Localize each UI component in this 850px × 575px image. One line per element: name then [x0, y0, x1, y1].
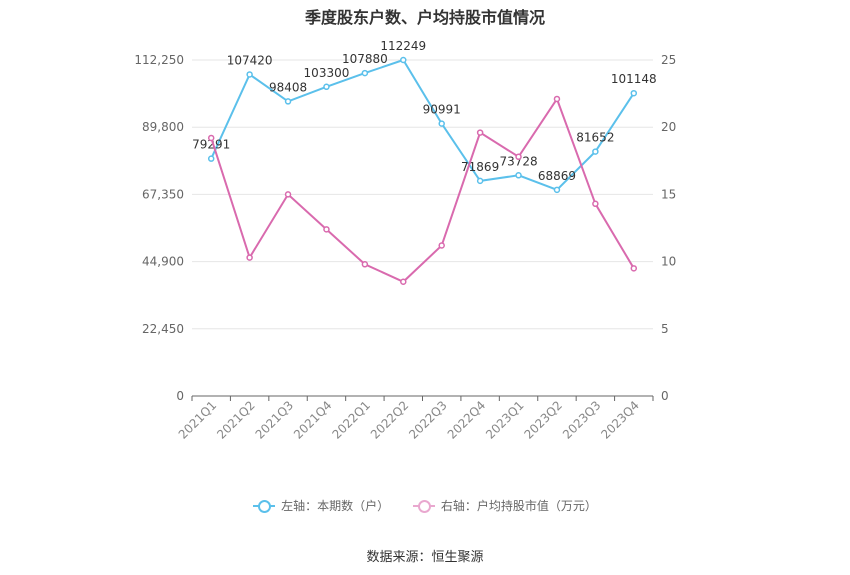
- series-line-right: [210, 96, 635, 283]
- series-line-left: [210, 58, 635, 192]
- left-axis-tick-label: 89,800: [142, 120, 184, 134]
- data-point-right: [323, 226, 330, 233]
- data-point-left: [323, 83, 330, 91]
- data-label: 103300: [304, 66, 350, 80]
- data-point-left: [438, 120, 445, 127]
- data-point-right: [246, 254, 253, 261]
- right-axis-tick-label: 25: [661, 53, 676, 67]
- data-point-left: [284, 98, 292, 105]
- data-point-right: [438, 242, 445, 249]
- left-axis-tick-label: 22,450: [142, 322, 184, 336]
- x-axis-tick-label: 2023Q2: [522, 398, 566, 442]
- data-label: 79291: [192, 138, 230, 152]
- x-axis-tick-label: 2022Q3: [406, 398, 450, 442]
- x-axis-tick-label: 2021Q4: [291, 398, 335, 442]
- data-label: 101148: [611, 72, 657, 86]
- data-point-left: [515, 172, 522, 179]
- data-point-right: [207, 134, 215, 142]
- x-axis-tick-label: 2021Q1: [176, 398, 220, 442]
- legend: 左轴：本期数（户） 右轴：户均持股市值（万元）: [0, 497, 850, 515]
- legend-label-right: 右轴：户均持股市值（万元）: [440, 499, 597, 513]
- legend-label-left: 左轴：本期数（户）: [281, 499, 390, 513]
- left-axis-tick-label: 44,900: [142, 255, 184, 269]
- data-point-right: [592, 200, 599, 208]
- right-axis-tick-label: 5: [661, 322, 669, 336]
- legend-item-right-series[interactable]: 右轴：户均持股市值（万元）: [412, 497, 597, 514]
- x-axis-tick-label: 2023Q4: [598, 398, 642, 442]
- left-axis-tick-label: 112,250: [134, 53, 184, 67]
- data-point-left: [246, 71, 253, 78]
- left-axis-tick-label: 67,350: [142, 187, 184, 201]
- right-axis-tick-label: 10: [661, 255, 676, 269]
- legend-marker-right-icon: [412, 499, 435, 513]
- legend-item-left-series[interactable]: 左轴：本期数（户）: [253, 497, 389, 514]
- data-point-right: [400, 278, 407, 286]
- data-label: 68869: [538, 169, 576, 183]
- data-point-left: [553, 186, 561, 194]
- left-axis-tick-label: 0: [176, 389, 184, 403]
- data-point-right: [553, 95, 561, 103]
- x-axis-tick-label: 2022Q1: [329, 398, 373, 442]
- data-label: 112249: [380, 39, 426, 53]
- data-point-right: [361, 261, 369, 268]
- data-point-right: [515, 153, 522, 161]
- right-axis-tick-label: 0: [661, 389, 669, 403]
- right-axis-tick-label: 15: [661, 187, 676, 201]
- data-label: 107420: [227, 53, 273, 67]
- x-axis-tick-label: 2023Q3: [560, 398, 604, 442]
- data-source: 数据来源：恒生聚源: [366, 550, 484, 565]
- data-point-left: [207, 155, 215, 162]
- data-point-right: [476, 129, 484, 136]
- data-point-left: [476, 177, 484, 185]
- data-label: 98408: [269, 80, 307, 94]
- x-axis-tick-label: 2021Q2: [214, 398, 258, 442]
- data-point-left: [592, 148, 599, 155]
- x-axis-tick-label: 2021Q3: [253, 398, 297, 442]
- data-point-left: [630, 89, 638, 97]
- data-point-right: [630, 265, 638, 272]
- data-point-left: [361, 69, 369, 77]
- x-axis-tick-label: 2022Q2: [368, 398, 412, 442]
- x-axis-tick-label: 2022Q4: [445, 398, 489, 442]
- data-label: 81652: [576, 131, 614, 145]
- legend-marker-left-icon: [253, 499, 276, 513]
- x-axis-tick-label: 2023Q1: [483, 398, 527, 442]
- data-point-left: [400, 56, 407, 64]
- right-axis-tick-label: 20: [661, 120, 676, 134]
- data-point-right: [284, 191, 292, 198]
- data-label: 73728: [499, 154, 537, 168]
- data-label: 90991: [423, 103, 461, 117]
- data-label: 107880: [342, 52, 388, 66]
- chart-title: 季度股东户数、户均持股市值情况: [304, 8, 545, 27]
